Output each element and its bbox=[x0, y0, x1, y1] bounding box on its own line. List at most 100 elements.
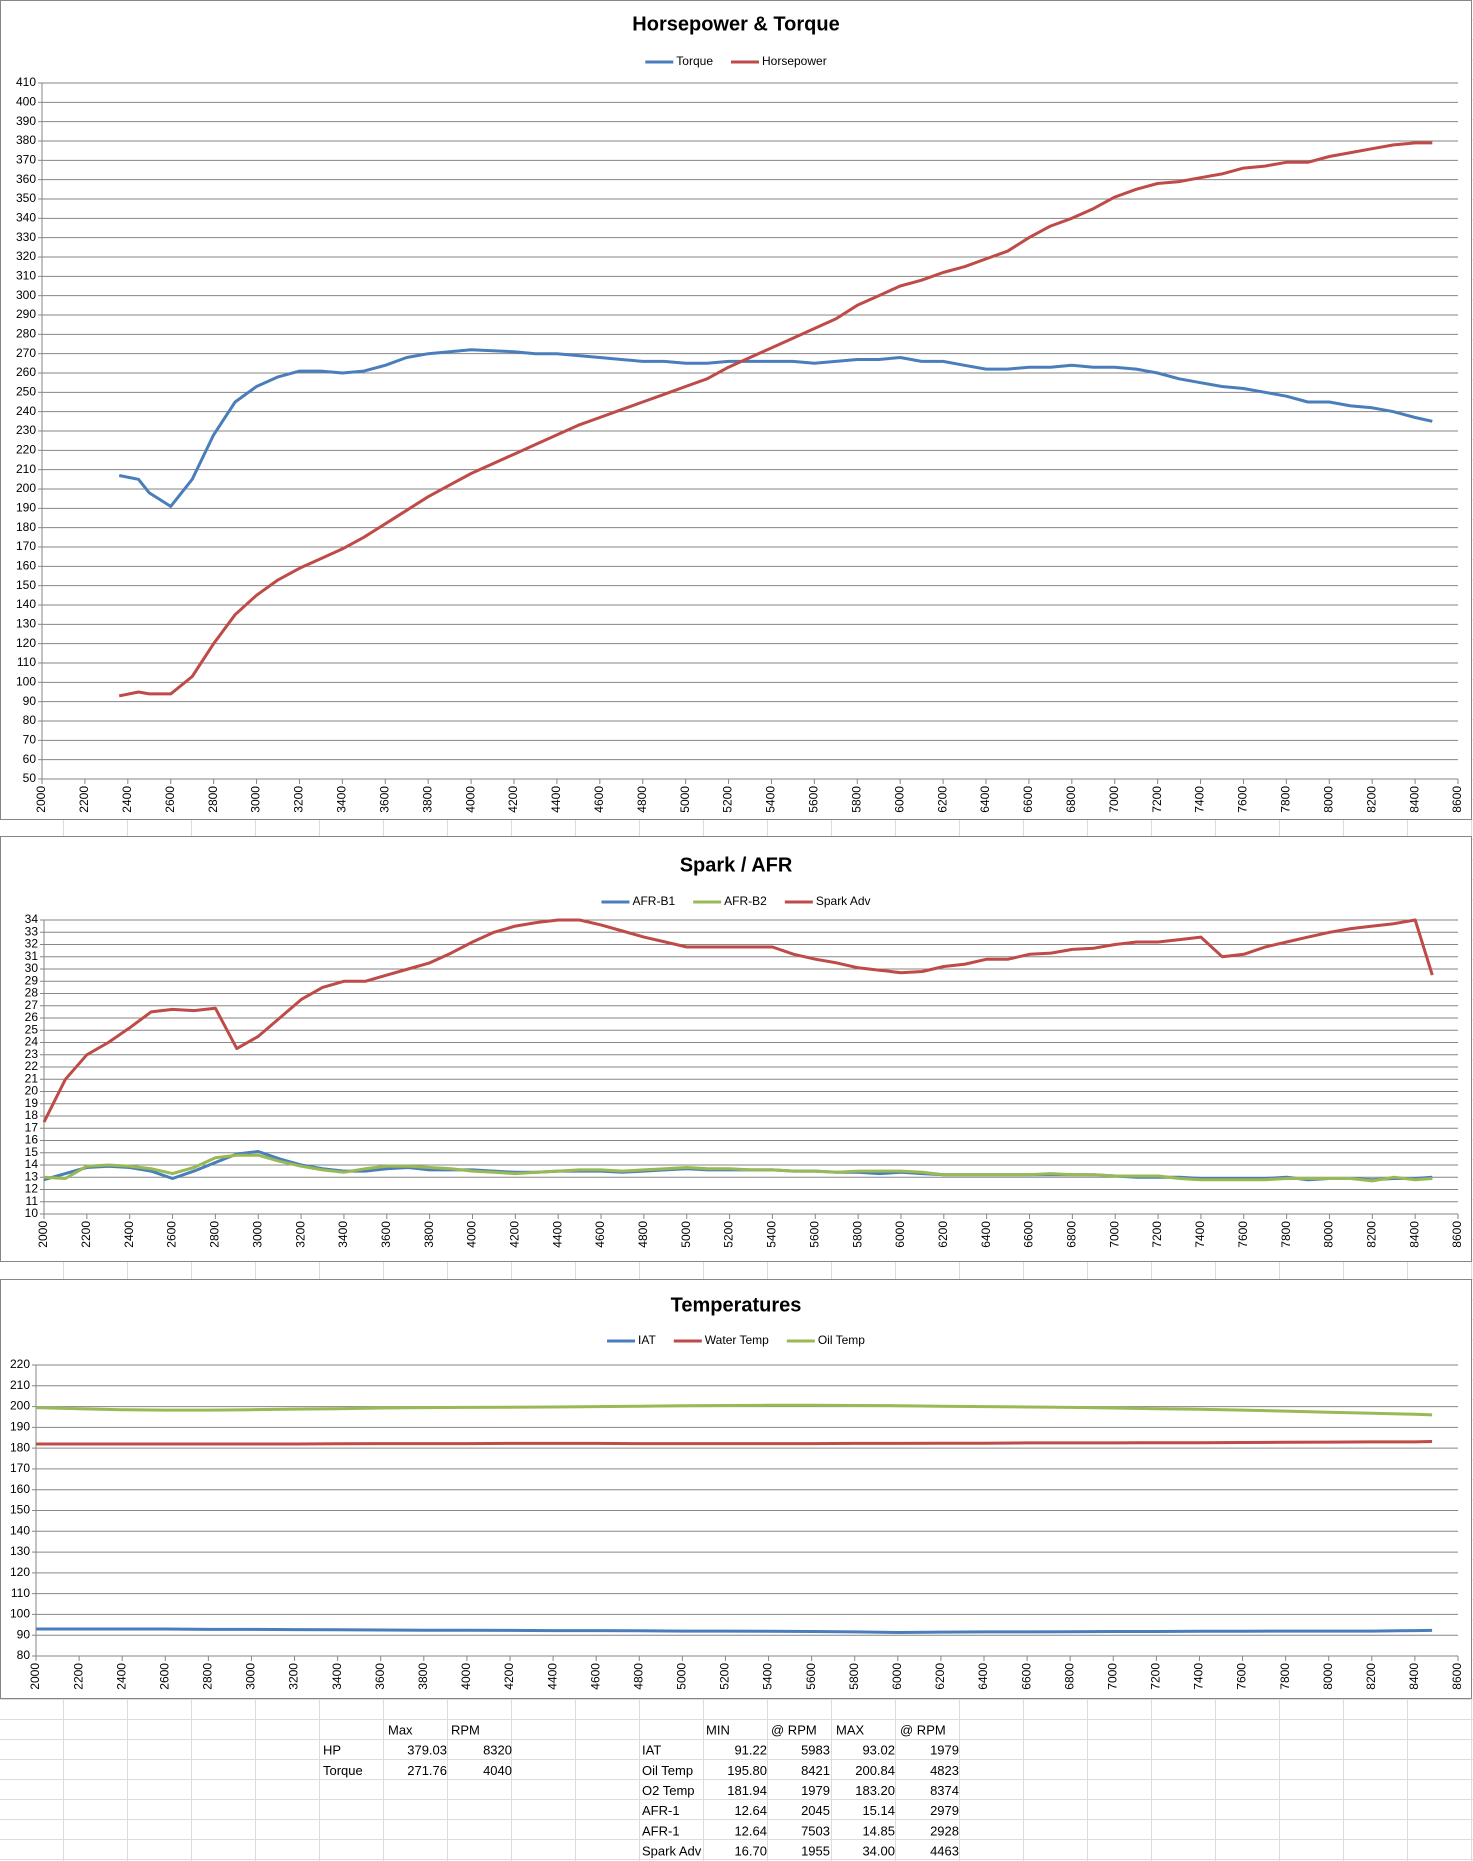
x-tick-label: 4600 bbox=[593, 1221, 607, 1248]
x-tick-label: 6000 bbox=[893, 1221, 907, 1248]
y-tick-label: 110 bbox=[17, 655, 36, 669]
y-tick-label: 200 bbox=[10, 1399, 30, 1413]
y-tick-label: 140 bbox=[16, 597, 36, 611]
x-tick-label: 2400 bbox=[122, 1221, 136, 1248]
y-tick-label: 80 bbox=[23, 713, 37, 727]
y-tick-label: 23 bbox=[25, 1047, 39, 1061]
chart: Temperatures 80 90 100 110 120 130 140 150 160 170… bbox=[0, 1279, 1472, 1699]
x-tick-label: 3400 bbox=[336, 1221, 350, 1248]
y-tick-label: 25 bbox=[25, 1022, 39, 1036]
x-tick-label: 2800 bbox=[201, 1663, 215, 1690]
x-tick-label: 5800 bbox=[847, 1663, 861, 1690]
chart-title: Spark / AFR bbox=[680, 854, 793, 876]
x-tick-label: 2800 bbox=[206, 786, 220, 813]
y-tick-label: 50 bbox=[23, 771, 37, 785]
y-tick-label: 33 bbox=[25, 924, 39, 938]
y-tick-label: 150 bbox=[16, 578, 36, 592]
x-tick-label: 6800 bbox=[1065, 1221, 1079, 1248]
table-cell: AFR-1 bbox=[642, 1803, 680, 1818]
x-tick-label: 3600 bbox=[377, 786, 391, 813]
chart-title: Horsepower & Torque bbox=[632, 13, 839, 35]
x-tick-label: 5200 bbox=[721, 786, 735, 813]
x-tick-label: 6800 bbox=[1064, 786, 1078, 813]
table-cell: 8320 bbox=[483, 1743, 512, 1758]
legend-label: Water Temp bbox=[705, 1333, 769, 1347]
x-tick-label: 4000 bbox=[463, 786, 477, 813]
y-tick-label: 120 bbox=[10, 1565, 30, 1579]
x-tick-label: 4800 bbox=[635, 786, 649, 813]
table-cell: 91.22 bbox=[734, 1743, 767, 1758]
y-tick-label: 300 bbox=[16, 288, 36, 302]
y-tick-label: 19 bbox=[25, 1096, 39, 1110]
x-tick-label: 4600 bbox=[592, 786, 606, 813]
y-tick-label: 24 bbox=[25, 1035, 39, 1049]
x-tick-label: 5800 bbox=[850, 1221, 864, 1248]
y-tick-label: 130 bbox=[16, 617, 36, 631]
y-tick-label: 400 bbox=[16, 95, 36, 109]
x-tick-label: 6000 bbox=[890, 1663, 904, 1690]
x-tick-label: 4000 bbox=[459, 1663, 473, 1690]
y-tick-label: 27 bbox=[25, 998, 39, 1012]
table-cell: 379.03 bbox=[407, 1743, 447, 1758]
table-cell: 271.76 bbox=[407, 1763, 447, 1778]
x-tick-label: 8400 bbox=[1407, 786, 1421, 813]
x-tick-label: 3200 bbox=[292, 786, 306, 813]
y-tick-label: 21 bbox=[25, 1071, 39, 1085]
table-header: Max bbox=[388, 1722, 413, 1737]
y-tick-label: 20 bbox=[25, 1084, 39, 1098]
x-tick-label: 2600 bbox=[163, 786, 177, 813]
x-tick-label: 7400 bbox=[1192, 1663, 1206, 1690]
table-cell: 2045 bbox=[801, 1803, 830, 1818]
table-cell: 1979 bbox=[801, 1783, 830, 1798]
x-tick-label: 6000 bbox=[892, 786, 906, 813]
x-tick-label: 8200 bbox=[1364, 1663, 1378, 1690]
x-tick-label: 4800 bbox=[636, 1221, 650, 1248]
x-tick-label: 7800 bbox=[1279, 1221, 1293, 1248]
y-tick-label: 200 bbox=[16, 481, 36, 495]
table-cell: Spark Adv bbox=[642, 1844, 702, 1859]
table-header: RPM bbox=[451, 1722, 480, 1737]
legend: IAT Water Temp Oil Temp bbox=[607, 1333, 865, 1347]
y-tick-label: 260 bbox=[16, 365, 36, 379]
legend-label: AFR-B2 bbox=[724, 894, 767, 908]
y-tick-label: 80 bbox=[17, 1648, 31, 1662]
y-tick-label: 210 bbox=[10, 1378, 30, 1392]
series-line bbox=[36, 1627, 1433, 1634]
x-tick-label: 7200 bbox=[1150, 786, 1164, 813]
legend-label: IAT bbox=[638, 1333, 656, 1347]
x-tick-label: 7000 bbox=[1107, 786, 1121, 813]
chart-area bbox=[0, 0, 1472, 820]
y-tick-label: 31 bbox=[25, 949, 39, 963]
table-cell: HP bbox=[323, 1743, 341, 1758]
x-tick-label: 3000 bbox=[250, 1221, 264, 1248]
y-tick-label: 320 bbox=[16, 249, 36, 263]
x-tick-label: 3600 bbox=[373, 1663, 387, 1690]
x-tick-label: 7000 bbox=[1105, 1663, 1119, 1690]
y-tick-label: 15 bbox=[25, 1145, 39, 1159]
x-tick-label: 4200 bbox=[502, 1663, 516, 1690]
x-tick-label: 2400 bbox=[114, 1663, 128, 1690]
legend-label: AFR-B1 bbox=[632, 894, 675, 908]
x-tick-label: 4400 bbox=[550, 1221, 564, 1248]
table-cell: 5983 bbox=[801, 1743, 830, 1758]
x-tick-label: 2200 bbox=[77, 786, 91, 813]
y-tick-label: 240 bbox=[16, 404, 36, 418]
y-tick-label: 310 bbox=[16, 269, 36, 283]
table-cell: 2928 bbox=[930, 1823, 959, 1838]
x-tick-label: 8600 bbox=[1450, 1221, 1464, 1248]
y-tick-label: 60 bbox=[23, 752, 37, 766]
series-line bbox=[118, 141, 1433, 698]
series-line bbox=[42, 918, 1434, 1123]
y-tick-label: 360 bbox=[16, 172, 36, 186]
x-tick-label: 7400 bbox=[1193, 1221, 1207, 1248]
x-tick-label: 7800 bbox=[1279, 786, 1293, 813]
table-cell: Torque bbox=[323, 1763, 363, 1778]
y-tick-label: 120 bbox=[16, 636, 36, 650]
x-tick-label: 7200 bbox=[1150, 1221, 1164, 1248]
x-tick-label: 3400 bbox=[330, 1663, 344, 1690]
table-cell: 1979 bbox=[930, 1743, 959, 1758]
x-tick-label: 4400 bbox=[545, 1663, 559, 1690]
y-tick-label: 180 bbox=[16, 520, 36, 534]
x-tick-label: 6600 bbox=[1019, 1663, 1033, 1690]
